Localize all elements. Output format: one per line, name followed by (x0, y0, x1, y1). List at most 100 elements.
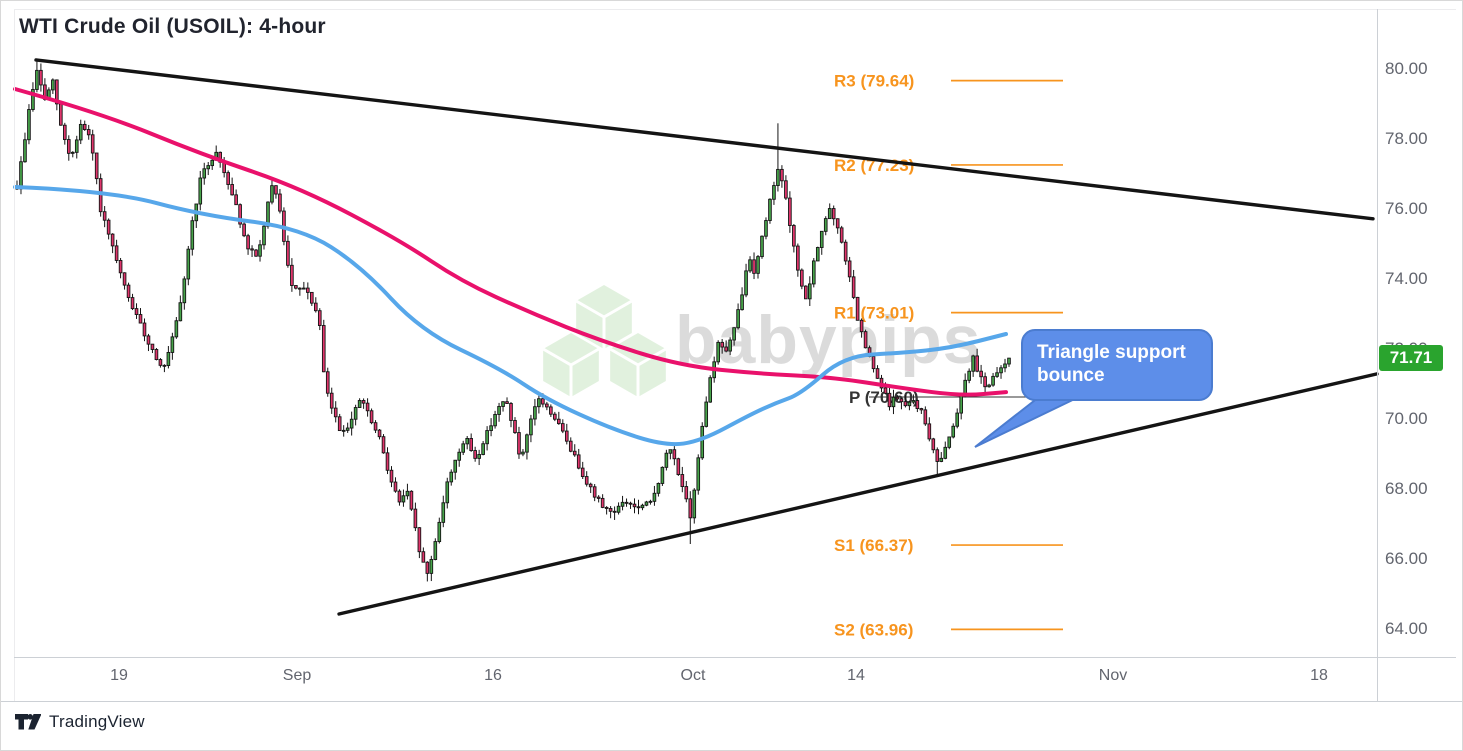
candle (760, 235, 764, 258)
frame-top-line (14, 9, 1456, 10)
candle (210, 159, 215, 167)
time-tick-14: 14 (847, 667, 865, 684)
annotation-callout[interactable]: Triangle support bounce (1021, 329, 1213, 401)
candle (855, 296, 860, 321)
candle (736, 309, 740, 329)
candle (604, 506, 609, 509)
candle (509, 403, 513, 421)
candle (811, 260, 816, 285)
candle (35, 69, 39, 90)
candle (286, 240, 290, 266)
candle (389, 469, 394, 483)
candle (114, 245, 119, 261)
babypips-logo-cube-edges (609, 347, 667, 397)
candle (672, 449, 677, 460)
candle (429, 559, 434, 574)
candle (537, 398, 541, 408)
candle (513, 419, 517, 434)
candle (27, 109, 31, 141)
candle (660, 466, 665, 484)
candle (421, 551, 426, 563)
chart-bottom-border (1, 701, 1462, 702)
trendline-upper-resistance[interactable] (34, 58, 1375, 221)
candle (553, 413, 557, 420)
candle (82, 123, 87, 130)
candle (987, 384, 991, 388)
candle (545, 403, 549, 408)
candle (927, 423, 932, 440)
candle (955, 412, 960, 427)
candle (497, 405, 501, 415)
candle (919, 408, 924, 411)
tradingview-logo-icon (15, 714, 41, 730)
ma-blue-line[interactable] (13, 185, 1008, 447)
candle (465, 438, 469, 445)
candle (501, 401, 505, 407)
time-tick-18: 18 (1310, 667, 1328, 684)
candle (489, 425, 493, 432)
time-axis-separator (14, 657, 1456, 658)
candle (652, 492, 657, 502)
candle (477, 454, 481, 459)
trendline-lower-support[interactable] (337, 372, 1379, 616)
time-tick-19: 19 (110, 667, 128, 684)
candle (126, 284, 131, 299)
candle (808, 283, 812, 300)
candle (716, 341, 720, 363)
candle (923, 409, 928, 425)
candle (393, 481, 398, 492)
candle (720, 341, 724, 348)
candle (883, 387, 888, 394)
candle (943, 446, 948, 459)
price-axis-separator (1377, 9, 1378, 701)
candle (525, 434, 529, 453)
candle (823, 218, 828, 232)
candle (580, 467, 585, 477)
candle (78, 123, 83, 141)
candle (851, 276, 856, 298)
tradingview-branding[interactable]: TradingView (15, 712, 145, 732)
candle (262, 225, 266, 246)
candle (298, 287, 302, 290)
candle (70, 151, 75, 154)
candle (469, 438, 473, 452)
candle (266, 201, 270, 227)
candle (341, 429, 346, 432)
candle (385, 452, 390, 471)
price-tick-74.00: 74.00 (1385, 269, 1428, 288)
candle (796, 245, 800, 271)
candle (63, 124, 67, 141)
candle (624, 501, 629, 504)
candle (242, 223, 246, 237)
candle (166, 351, 171, 366)
candle (461, 443, 466, 453)
candle (899, 398, 904, 403)
candle (178, 302, 183, 322)
candle (190, 220, 195, 250)
candle (903, 401, 908, 407)
candle (505, 401, 509, 404)
annotation-text: Triangle support bounce (1037, 342, 1186, 386)
callout-tail-icon (974, 393, 1086, 448)
candle (592, 486, 597, 498)
candle (254, 249, 258, 257)
candle (481, 443, 485, 455)
ma-pink-line[interactable] (13, 87, 1008, 397)
candle (772, 185, 776, 200)
candle (608, 508, 613, 512)
candle (588, 483, 593, 488)
candle (325, 371, 330, 394)
candle (572, 450, 577, 456)
candle (891, 396, 896, 408)
candle (226, 172, 230, 185)
candle (122, 272, 127, 286)
candle (815, 247, 820, 262)
candle (995, 372, 999, 377)
candle (39, 69, 43, 86)
candle (453, 459, 458, 473)
candle (290, 264, 294, 286)
candle (792, 225, 796, 247)
candle (648, 500, 653, 503)
candle (457, 451, 462, 461)
